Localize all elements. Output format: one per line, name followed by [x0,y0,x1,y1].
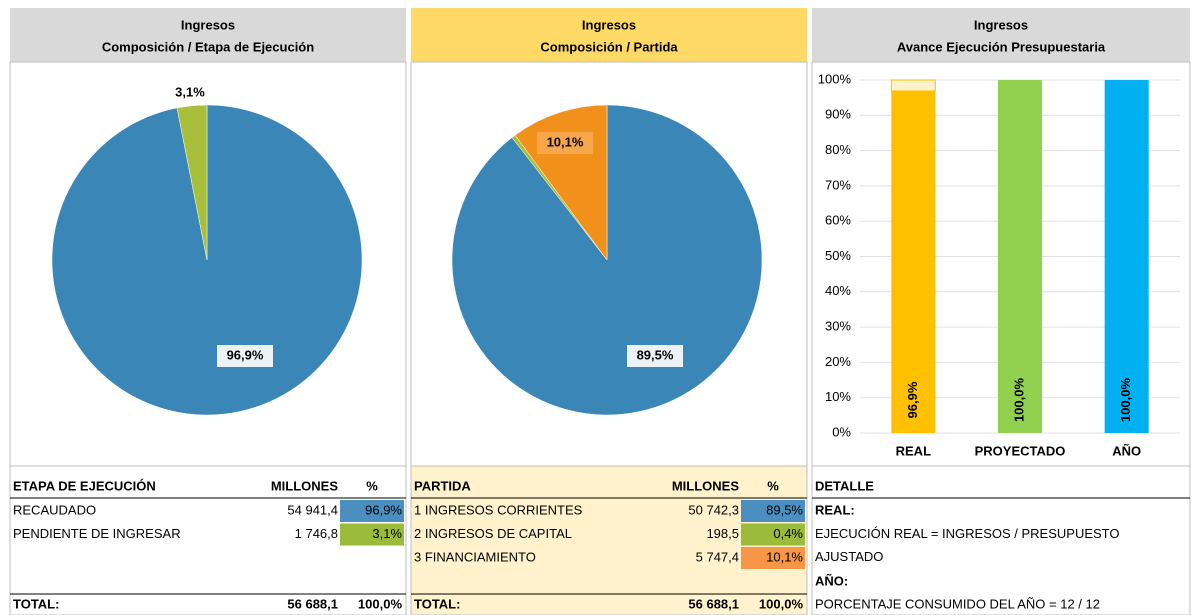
cell: TOTAL: [414,596,460,611]
cell: 0,4% [773,526,803,541]
cell: DETALLE [815,478,874,493]
percent-cell [741,547,805,569]
bar [890,79,936,92]
cell: 56 688,1 [287,596,338,611]
cell: RECAUDADO [13,502,96,517]
pie-slice [176,104,208,261]
y-tick-label: 90% [825,107,851,122]
y-tick-label: 60% [825,213,851,228]
y-tick-label: 30% [825,319,851,334]
x-tick-label: REAL [896,443,931,458]
cell: 5 747,4 [696,549,739,564]
cell: 89,5% [766,502,803,517]
cell: 54 941,4 [287,502,338,517]
cell: 100,0% [358,596,403,611]
cell: 198,5 [706,526,739,541]
bar [998,80,1042,433]
header-band [10,8,406,62]
y-tick-label: 80% [825,142,851,157]
line-part: EJECUCIÓN REAL = INGRESOS / PRESUPUESTO [815,526,1120,541]
data-label: 89,5% [637,347,674,362]
cell: 1 INGRESOS CORRIENTES [414,502,583,517]
x-tick-label: AÑO [1112,443,1141,458]
cell: PARTIDA [414,478,471,493]
cell: 100,0% [759,596,804,611]
chart-subtitle: Composición / Partida [540,39,678,54]
y-tick-label: 0% [832,424,851,439]
chart-title: Ingresos [974,17,1028,32]
cell: 56 688,1 [688,596,739,611]
cell: PENDIENTE DE INGRESAR [13,526,181,541]
detail-line: EJECUCIÓN REAL = INGRESOS / PRESUPUESTO A… [815,526,1120,564]
detail-line: REAL: [815,502,855,517]
cell: 3,1% [372,526,402,541]
y-tick-label: 10% [825,389,851,404]
header-band [411,8,807,62]
data-label: 100,0% [1118,378,1133,423]
line-part: AJUSTADO [815,549,883,564]
detail-line: AÑO: [815,573,848,588]
label-box [217,345,273,367]
cell: 10,1% [766,549,803,564]
cell: 1 746,8 [295,526,338,541]
y-tick-label: 20% [825,354,851,369]
percent-cell [340,523,404,546]
cell: TOTAL: [13,596,59,611]
y-tick-label: 50% [825,248,851,263]
data-label: 96,9% [905,381,920,418]
y-tick-label: 70% [825,177,851,192]
cell: 3 FINANCIAMIENTO [414,549,536,564]
chart-subtitle: Avance Ejecución Presupuestaria [897,39,1106,54]
percent-cell [741,500,805,522]
cell: MILLONES [271,478,338,493]
cell: MILLONES [672,478,739,493]
bar [891,90,936,434]
pie-slice [451,104,763,416]
cell: 50 742,3 [688,502,739,517]
data-label: 100,0% [1011,378,1026,423]
cell: ETAPA DE EJECUCIÓN [13,478,156,493]
cell: % [767,478,779,493]
label-box [537,132,593,154]
data-label: 3,1% [175,84,205,99]
y-tick-label: 100% [818,71,852,86]
y-tick-label: 40% [825,283,851,298]
table-area [811,465,1191,615]
data-label: 96,9% [227,347,264,362]
label-box [627,345,683,367]
chart-title: Ingresos [582,17,636,32]
bar [1104,80,1149,433]
data-label: 10,1% [547,134,584,149]
chart-subtitle: Composición / Etapa de Ejecución [102,39,314,54]
header-band [812,8,1190,62]
chart-title: Ingresos [181,17,235,32]
x-tick-label: PROYECTADO [975,443,1066,458]
percent-cell [340,500,404,522]
cell: 96,9% [365,502,402,517]
cell: 2 INGRESOS DE CAPITAL [414,526,572,541]
cell: % [366,478,378,493]
detail-line: PORCENTAJE CONSUMIDO DEL AÑO = 12 / 12 [815,596,1100,611]
percent-cell [741,523,805,546]
